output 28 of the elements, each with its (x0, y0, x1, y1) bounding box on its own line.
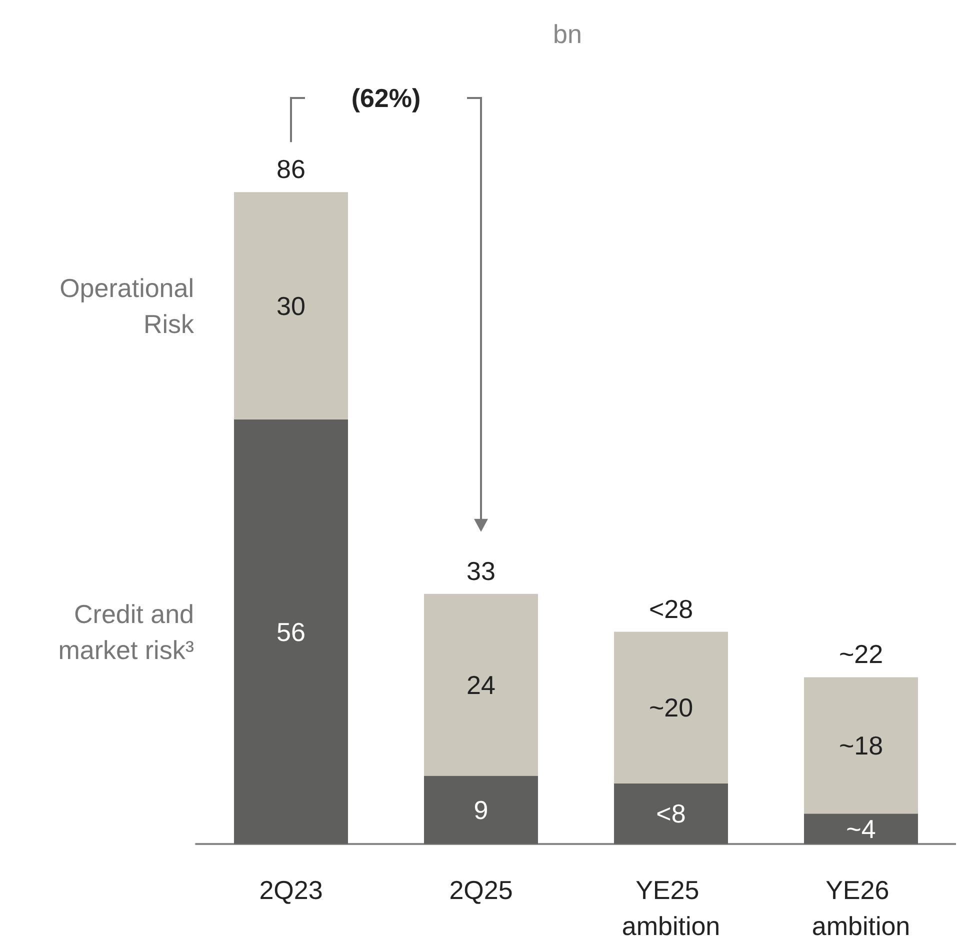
data-label: 56 (276, 616, 306, 647)
bar (234, 192, 348, 420)
x-tick-label: YE25 ambition (622, 875, 720, 941)
x-tick-label: YE26 ambition (812, 875, 910, 941)
bar (424, 594, 538, 776)
total-label: 86 (276, 154, 306, 184)
series-label: Operational Risk (60, 272, 195, 339)
bar (614, 632, 728, 784)
data-label: ~4 (846, 814, 876, 844)
bar (804, 814, 918, 844)
series-label: Credit and market risk³ (58, 598, 194, 665)
bar (804, 677, 918, 814)
data-label: ~18 (838, 730, 884, 760)
bar (234, 420, 348, 844)
total-label: <28 (648, 594, 694, 624)
text: (62%) (351, 83, 421, 113)
bar (614, 783, 728, 844)
total-label: 33 (466, 556, 496, 586)
chart-title: bn (553, 19, 582, 49)
total-label: ~22 (838, 639, 884, 670)
data-label: <8 (656, 798, 686, 829)
data-label: ~20 (648, 692, 694, 723)
data-label: 30 (276, 290, 306, 321)
data-label: 24 (466, 670, 496, 700)
x-tick-label: 2Q23 (259, 875, 323, 905)
x-tick-label: 2Q25 (449, 875, 513, 905)
bar (424, 776, 538, 844)
data-label: 9 (474, 794, 488, 825)
